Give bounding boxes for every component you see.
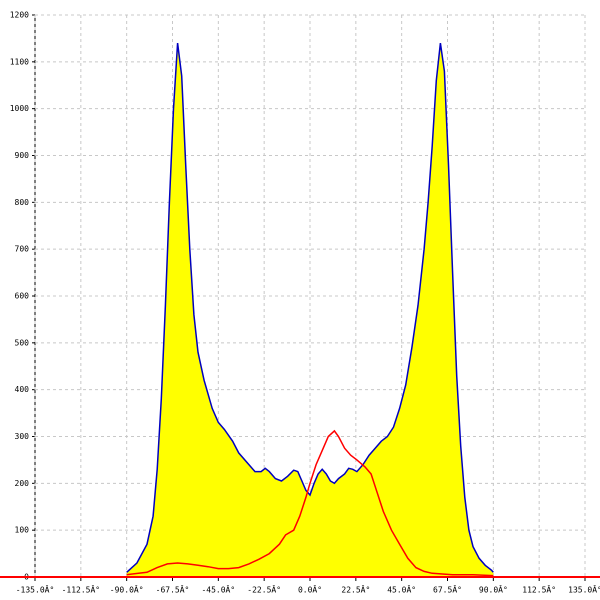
y-tick-label: 200	[15, 479, 30, 488]
y-tick-label: 800	[15, 198, 30, 207]
y-tick-label: 300	[15, 432, 30, 441]
x-tick-label: 45.0Â°	[387, 584, 416, 595]
x-tick-label: -90.0Â°	[110, 584, 144, 595]
x-tick-label: 90.0Â°	[479, 584, 508, 595]
x-tick-label: -45.0Â°	[201, 584, 235, 595]
y-tick-label: 1000	[10, 104, 29, 113]
x-tick-label: -135.0Â°	[16, 584, 55, 595]
x-tick-label: 67.5Â°	[433, 584, 462, 595]
x-tick-label: 112.5Â°	[522, 584, 556, 595]
series-line	[126, 42, 494, 573]
area-fill	[126, 43, 494, 578]
x-tick-label: -22.5Â°	[247, 584, 281, 595]
y-tick-label: 900	[15, 151, 30, 160]
x-tick-label: -67.5Â°	[156, 584, 190, 595]
x-tick-label: 135.0Â°	[568, 584, 600, 595]
y-tick-label: 600	[15, 292, 30, 301]
y-tick-label: 1200	[10, 11, 29, 20]
x-tick-label: 0.0Â°	[298, 584, 322, 595]
x-tick-label: -112.5Â°	[62, 584, 101, 595]
y-tick-label: 500	[15, 338, 30, 347]
y-tick-label: 100	[15, 526, 30, 535]
series-line	[126, 429, 494, 577]
x-tick-label: 22.5Â°	[341, 584, 370, 595]
y-tick-label: 1100	[10, 57, 29, 66]
y-tick-label: 400	[15, 385, 30, 394]
y-tick-label: 700	[15, 245, 30, 254]
